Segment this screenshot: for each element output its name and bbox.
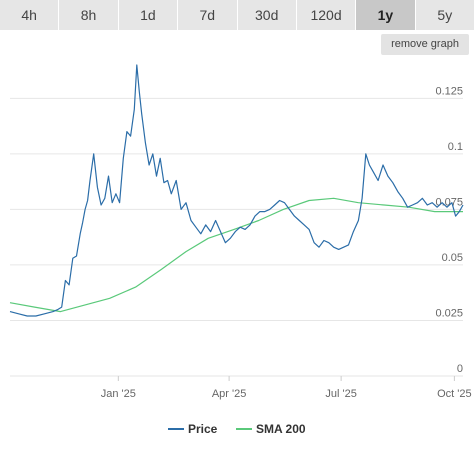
x-tick-label: Jan '25 (101, 388, 136, 400)
legend: Price SMA 200 (168, 422, 306, 436)
price-series-line (9, 64, 464, 317)
legend-item-price[interactable]: Price (168, 422, 218, 436)
y-tick-label: 0.125 (435, 85, 463, 97)
remove-graph-button[interactable]: remove graph (381, 34, 469, 55)
tab-7d[interactable]: 7d (178, 0, 238, 30)
x-axis: Jan '25 Apr '25 Jul '25 Oct '25 (101, 376, 472, 400)
tab-8h[interactable]: 8h (59, 0, 119, 30)
x-tick-label: Jul '25 (325, 388, 356, 400)
sma-200-series-line (9, 197, 463, 313)
y-tick-label: 0.1 (448, 141, 463, 153)
y-tick-label: 0.05 (442, 252, 463, 264)
y-tick-label: 0.025 (435, 307, 463, 319)
series-lines (9, 64, 464, 317)
tab-30d[interactable]: 30d (237, 0, 297, 30)
grid-lines (10, 97, 463, 377)
x-tick-label: Apr '25 (212, 388, 247, 400)
legend-item-sma-200[interactable]: SMA 200 (236, 422, 306, 436)
legend-label: SMA 200 (256, 422, 306, 436)
range-tabs: 4h 8h 1d 7d 30d 120d 1y 5y (0, 0, 474, 30)
y-axis: 0 0.025 0.05 0.075 0.1 0.125 (435, 85, 463, 375)
x-tick-label: Oct '25 (437, 388, 472, 400)
price-chart: Jan '25 Apr '25 Jul '25 Oct '25 00.0250.050… (9, 64, 472, 436)
legend-label: Price (188, 422, 218, 436)
tab-4h[interactable]: 4h (0, 0, 60, 30)
tab-1y[interactable]: 1y (356, 0, 416, 30)
tab-120d[interactable]: 120d (296, 0, 357, 30)
tab-5y[interactable]: 5y (415, 0, 474, 30)
y-tick-label: 0 (457, 363, 463, 375)
tab-1d[interactable]: 1d (118, 0, 179, 30)
y-tick-label: 0.075 (435, 196, 463, 208)
